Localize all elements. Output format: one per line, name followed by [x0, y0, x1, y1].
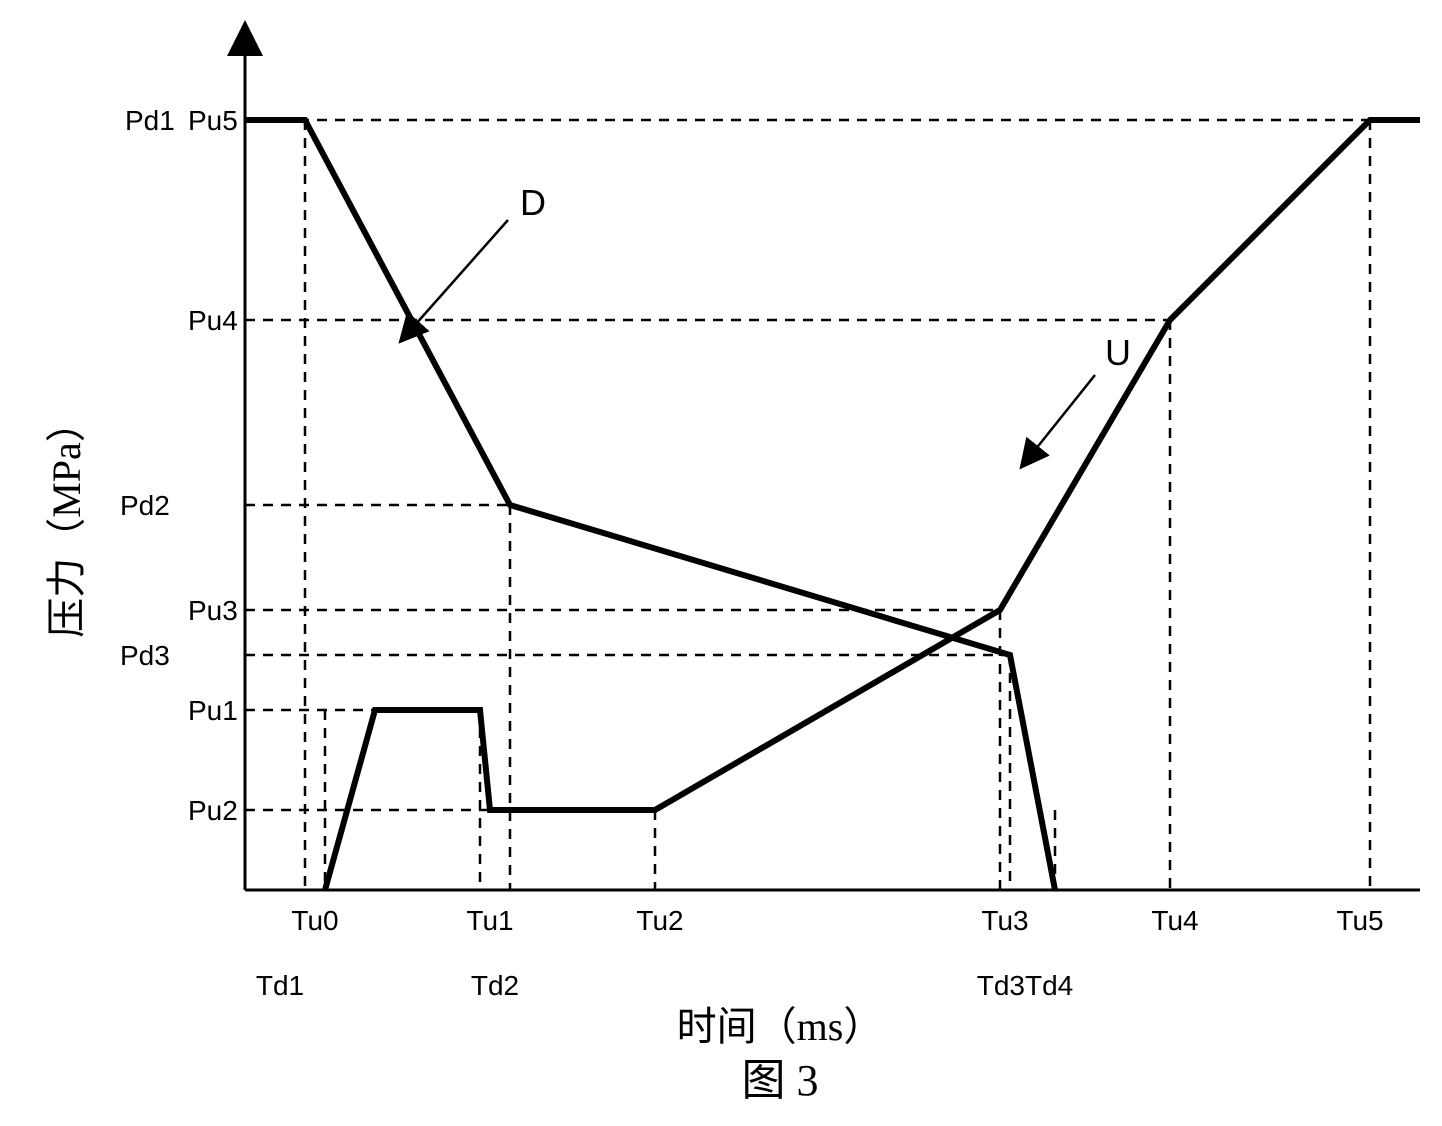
series-u-line: [325, 120, 1420, 890]
x-axis-label: 时间（ms）: [677, 1004, 884, 1049]
xtick-tu5: Tu5: [1336, 905, 1383, 936]
xtick-td2: Td2: [471, 970, 519, 1001]
xtick-td3td4: Td3Td4: [977, 970, 1074, 1001]
ytick-pu2: Pu2: [188, 795, 238, 826]
xtick-tu1: Tu1: [466, 905, 513, 936]
xtick-tu4: Tu4: [1151, 905, 1198, 936]
xtick-tu3: Tu3: [981, 905, 1028, 936]
series-d-line: [245, 120, 1055, 890]
ytick-pu1: Pu1: [188, 695, 238, 726]
annotation-u-label: U: [1105, 332, 1131, 373]
ytick-pd3: Pd3: [120, 640, 170, 671]
ytick-pd1: Pd1: [125, 105, 175, 136]
ytick-pu3: Pu3: [188, 595, 238, 626]
xtick-tu2: Tu2: [636, 905, 683, 936]
ytick-pu5: Pu5: [188, 105, 238, 136]
annotation-d-arrow: [415, 220, 508, 325]
figure-caption: 图 3: [742, 1056, 819, 1105]
xtick-td1: Td1: [256, 970, 304, 1001]
ytick-pu4: Pu4: [188, 305, 238, 336]
chart-container: D U Pd1 Pu5 Pu4 Pd2 Pu3 Pd3 Pu1 Pu2 Tu0 …: [20, 20, 1442, 1106]
annotation-d-label: D: [520, 182, 546, 223]
pressure-time-chart: D U Pd1 Pu5 Pu4 Pd2 Pu3 Pd3 Pu1 Pu2 Tu0 …: [20, 20, 1442, 1106]
ytick-pd2: Pd2: [120, 490, 170, 521]
y-axis-label: 压力（MPa）: [44, 402, 89, 638]
annotation-u-arrow: [1035, 375, 1095, 450]
xtick-tu0: Tu0: [291, 905, 338, 936]
